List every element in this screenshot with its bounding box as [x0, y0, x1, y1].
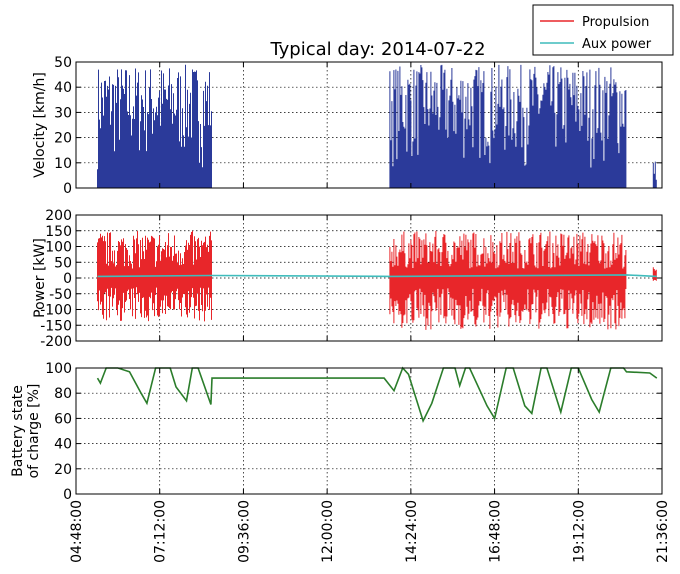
- legend-label: Propulsion: [582, 15, 649, 30]
- y-tick-label: 20: [54, 462, 72, 478]
- chart-title: Typical day: 2014-07-22: [269, 39, 485, 60]
- y-tick-label: 40: [54, 437, 72, 453]
- series-p3-0: [96, 366, 658, 424]
- x-tick-label: 09:36:00: [236, 500, 252, 563]
- x-tick-label: 16:48:00: [488, 500, 504, 563]
- y-axis-label-line: of charge [%]: [26, 384, 42, 479]
- plot-frame: [75, 367, 663, 495]
- y-axis-label: Velocity [km/h]: [32, 72, 48, 178]
- series-line: [96, 366, 658, 424]
- y-axis-label: Battery stateof charge [%]: [10, 384, 42, 479]
- y-tick-label: -100: [40, 303, 72, 319]
- y-tick-label: 50: [54, 255, 72, 271]
- y-tick-label: 100: [45, 361, 72, 377]
- series-p1-0: [97, 64, 657, 188]
- x-tick-label: 19:12:00: [571, 500, 587, 563]
- y-tick-label: 60: [54, 411, 72, 427]
- y-tick-label: 100: [45, 240, 72, 256]
- y-tick-label: -150: [40, 318, 72, 334]
- y-tick-label: -50: [49, 287, 72, 303]
- series-spikes: [652, 267, 657, 281]
- y-tick-label: -200: [40, 334, 72, 350]
- y-tick-label: 40: [54, 80, 72, 96]
- panel-1: 0 10 20 30 40 50 Velocity [km/h]: [32, 55, 663, 197]
- y-axis-label-line: Battery state: [10, 385, 26, 477]
- y-tick-label: 30: [54, 105, 72, 121]
- legend-box: [532, 4, 674, 56]
- series-spikes: [652, 161, 657, 188]
- series-aux-power: [97, 274, 657, 278]
- y-tick-label: 10: [54, 156, 72, 172]
- y-axis-label: Power [kW]: [32, 238, 48, 318]
- series-spikes: [97, 64, 212, 188]
- y-tick-label: 80: [54, 386, 72, 402]
- series-spikes: [97, 230, 212, 322]
- y-tick-label: 150: [45, 224, 72, 240]
- series-propulsion: [97, 230, 657, 330]
- y-tick-label: 0: [63, 181, 72, 197]
- plot-frame: [75, 61, 663, 189]
- legend: Propulsion Aux power: [532, 4, 674, 56]
- y-tick-label: 20: [54, 131, 72, 147]
- y-tick-label: 0: [63, 271, 72, 287]
- y-tick-label: 50: [54, 55, 72, 71]
- x-tick-label: 21:36:00: [655, 500, 671, 563]
- y-tick-label: 0: [63, 487, 72, 503]
- series-spikes: [389, 64, 627, 188]
- series-line: [97, 274, 657, 278]
- y-tick-label: 200: [45, 208, 72, 224]
- legend-label: Aux power: [582, 37, 652, 52]
- x-tick-label: 04:48:00: [69, 500, 85, 563]
- series-spikes: [389, 230, 627, 330]
- x-tick-label: 12:00:00: [320, 500, 336, 563]
- x-tick-label: 14:24:00: [404, 500, 420, 563]
- x-tick-label: 07:12:00: [153, 500, 169, 563]
